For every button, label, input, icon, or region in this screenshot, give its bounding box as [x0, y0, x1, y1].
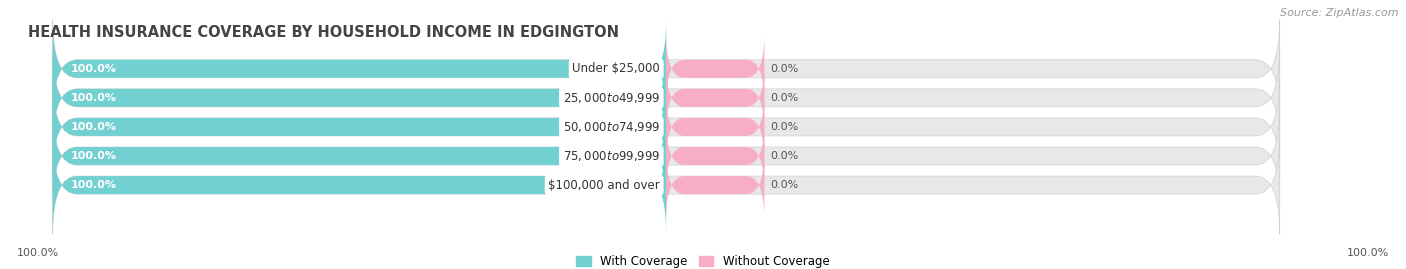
FancyBboxPatch shape — [52, 136, 666, 234]
FancyBboxPatch shape — [52, 49, 666, 147]
FancyBboxPatch shape — [52, 49, 1279, 147]
FancyBboxPatch shape — [52, 20, 666, 118]
FancyBboxPatch shape — [52, 107, 1279, 205]
FancyBboxPatch shape — [52, 20, 1279, 118]
Text: 0.0%: 0.0% — [770, 180, 799, 190]
FancyBboxPatch shape — [52, 107, 666, 205]
FancyBboxPatch shape — [52, 78, 666, 176]
Text: Source: ZipAtlas.com: Source: ZipAtlas.com — [1281, 8, 1399, 18]
FancyBboxPatch shape — [666, 150, 765, 220]
Text: 0.0%: 0.0% — [770, 64, 799, 74]
Text: 100.0%: 100.0% — [17, 248, 59, 258]
FancyBboxPatch shape — [666, 34, 765, 103]
Text: 100.0%: 100.0% — [72, 64, 117, 74]
FancyBboxPatch shape — [666, 92, 765, 162]
Text: $50,000 to $74,999: $50,000 to $74,999 — [562, 120, 659, 134]
FancyBboxPatch shape — [52, 78, 1279, 176]
FancyBboxPatch shape — [666, 63, 765, 132]
Text: 100.0%: 100.0% — [72, 180, 117, 190]
Text: 100.0%: 100.0% — [1347, 248, 1389, 258]
Text: $100,000 and over: $100,000 and over — [548, 179, 659, 192]
Text: $25,000 to $49,999: $25,000 to $49,999 — [562, 91, 659, 105]
Text: 100.0%: 100.0% — [72, 122, 117, 132]
Text: Under $25,000: Under $25,000 — [572, 62, 659, 75]
Text: HEALTH INSURANCE COVERAGE BY HOUSEHOLD INCOME IN EDGINGTON: HEALTH INSURANCE COVERAGE BY HOUSEHOLD I… — [28, 25, 619, 40]
Legend: With Coverage, Without Coverage: With Coverage, Without Coverage — [572, 252, 834, 269]
FancyBboxPatch shape — [666, 121, 765, 191]
Text: 100.0%: 100.0% — [72, 93, 117, 103]
Text: 0.0%: 0.0% — [770, 93, 799, 103]
Text: $75,000 to $99,999: $75,000 to $99,999 — [562, 149, 659, 163]
Text: 0.0%: 0.0% — [770, 122, 799, 132]
Text: 100.0%: 100.0% — [72, 151, 117, 161]
FancyBboxPatch shape — [52, 136, 1279, 234]
Text: 0.0%: 0.0% — [770, 151, 799, 161]
